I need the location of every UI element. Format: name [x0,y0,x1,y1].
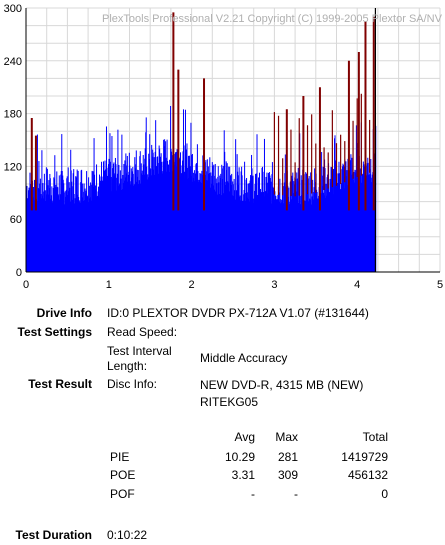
table-row-pof-name: POF [110,487,135,501]
test-settings-label: Test Settings [17,325,92,339]
x-tick-label: 2 [189,279,195,291]
x-tick-label: 1 [106,279,112,291]
table-row-pof-max: - [294,487,298,501]
read-speed-label: Read Speed: [107,325,178,339]
table-row-poe-name: POE [110,468,136,482]
pi-error-chart: PlexTools Professional V2.21 Copyright (… [4,3,443,291]
y-tick-label: 180 [4,109,22,121]
x-tick-label: 5 [437,279,443,291]
y-tick-label: 0 [16,267,22,279]
drive-info-value: ID:0 PLEXTOR DVDR PX-712A V1.07 (#131644… [107,306,369,320]
x-tick-label: 3 [271,279,277,291]
y-tick-label: 120 [4,161,22,173]
y-tick-label: 60 [10,214,22,226]
table-row-pof-avg: - [251,487,255,501]
test-result-label: Test Result [28,377,92,391]
y-tick-labels: 0 60 120 180 240 300 [4,3,22,279]
table-header-total: Total [362,430,388,444]
table-row-pie-max: 281 [277,450,298,464]
table-row-pie-name: PIE [110,450,130,464]
test-duration-label: Test Duration [15,528,92,542]
chart-bars [26,105,377,273]
y-tick-label: 240 [4,56,22,68]
disc-info-label: Disc Info: [107,377,158,391]
table-row-poe-max: 309 [277,468,298,482]
table-header-avg: Avg [234,430,255,444]
table-row-poe-total: 456132 [347,468,388,482]
y-tick-label: 300 [4,3,22,15]
x-tick-label: 4 [354,279,360,291]
test-interval-value: Middle Accuracy [200,351,288,365]
chart-title: PlexTools Professional V2.21 Copyright (… [102,13,443,25]
x-tick-labels: 0 1 2 3 4 5 [23,279,443,291]
table-row-pie-total: 1419729 [341,450,388,464]
x-tick-label: 0 [23,279,29,291]
table-row-pie-avg: 10.29 [224,450,255,464]
table-row-pof-total: 0 [381,487,388,501]
table-row-poe-avg: 3.31 [231,468,255,482]
disc-info-value: NEW DVD-R, 4315 MB (NEW) RITEKG05 [200,378,364,409]
table-header-max: Max [275,430,298,444]
drive-info-label: Drive Info [36,306,92,320]
test-duration-value: 0:10:22 [107,528,148,542]
chart-spikes [30,12,375,211]
test-interval-label: Test Interval Length: [107,344,172,373]
